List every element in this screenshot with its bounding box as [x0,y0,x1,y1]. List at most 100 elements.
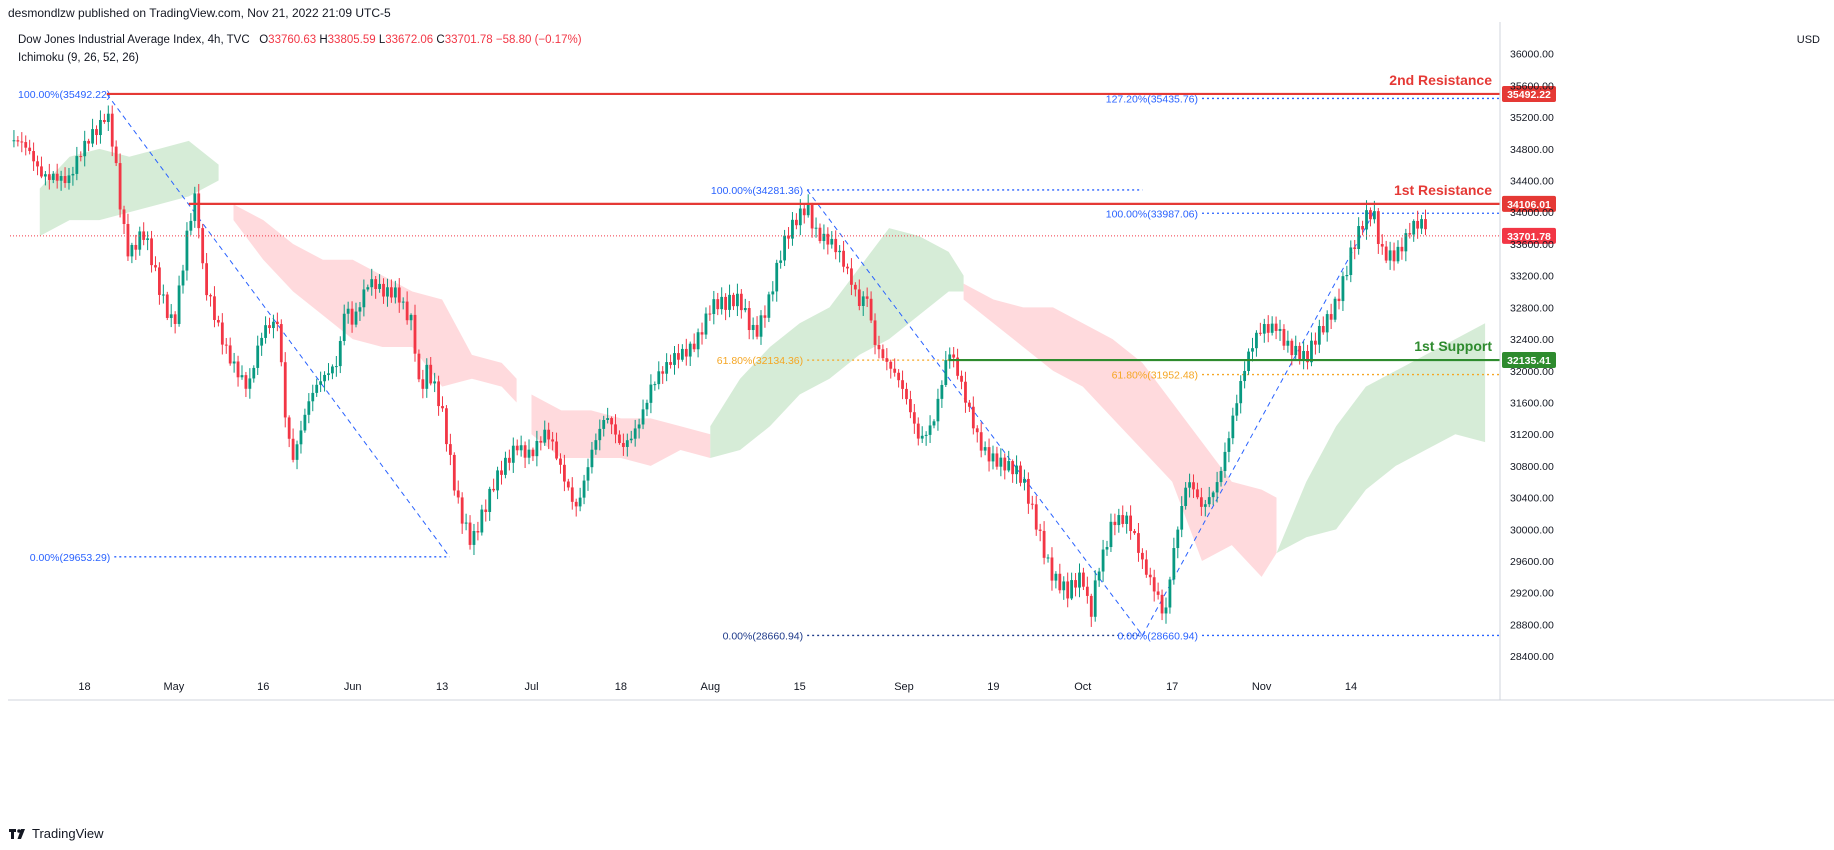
candle-body-129 [515,445,519,451]
price-axis[interactable]: 28400.00 28800.00 29200.00 29600.00 30000.00… [1510,49,1554,663]
y-tick-label-10: 32400.00 [1510,334,1554,346]
candle-body-45 [185,230,189,271]
candle-body-12 [55,173,59,181]
candle-body-264 [1046,557,1050,559]
candle-body-136 [543,429,547,443]
candle-body-3 [20,141,24,143]
candle-body-47 [193,193,197,221]
candle-body-325 [1286,340,1290,346]
candle-body-79 [319,381,323,385]
candle-body-95 [382,283,385,297]
candle-body-265 [1050,557,1054,581]
candle-body-306 [1211,492,1215,498]
candle-body-137 [547,429,551,440]
candle-body-189 [751,324,755,331]
candle-body-318 [1258,332,1262,334]
candle-body-196 [779,260,783,263]
candle-body-57 [232,361,236,364]
candle-body-4 [24,142,28,148]
candle-body-127 [507,457,511,463]
candle-body-331 [1310,340,1313,363]
candle-body-58 [236,361,240,378]
candle-body-204 [810,204,814,229]
candle-body-78 [315,384,319,393]
candle-body-163 [649,384,653,403]
candle-body-91 [366,287,370,290]
candle-body-277 [1097,571,1101,581]
candle-body-245 [971,406,975,429]
candle-body-36 [150,238,153,266]
candle-body-132 [527,449,531,458]
candle-body-71 [287,417,291,439]
y-tick-label-11: 32800.00 [1510,302,1554,314]
candle-body-221 [877,344,881,350]
candle-body-80 [323,374,326,382]
candle-body-106 [425,364,429,389]
candle-body-37 [154,265,157,268]
candle-body-160 [637,424,641,429]
candle-body-82 [331,366,334,374]
candle-body-209 [830,238,834,245]
candle-body-333 [1317,326,1321,345]
candle-body-302 [1196,489,1199,498]
candle-body-250 [991,453,995,462]
fib-label-3: 61.80%(32134.36) [717,355,803,367]
x-tick-label-6: 18 [615,681,627,693]
candle-body-74 [299,430,303,445]
candle-body-149 [594,440,598,450]
candle-body-252 [999,457,1003,467]
candle-body-171 [680,348,684,360]
candle-body-248 [983,447,987,451]
candle-body-21 [91,129,94,144]
time-axis[interactable]: 18 May 16 Jun 13 Jul 18 Aug 15 Sep 19 Oct 17 Nov 14 [78,681,1357,693]
candle-body-237 [940,384,944,399]
candle-body-244 [967,402,971,407]
candle-body-63 [256,345,260,368]
candle-body-214 [850,268,853,285]
candle-body-97 [389,287,393,298]
candle-body-169 [673,353,676,365]
candle-body-56 [228,345,232,364]
candle-body-231 [916,423,920,439]
candle-body-179 [712,299,716,315]
symbol-name[interactable]: Dow Jones Industrial Average Index, 4h, … [18,34,250,46]
candle-body-15 [67,175,71,184]
candle-body-147 [586,467,590,481]
candle-body-152 [606,418,610,420]
candle-body-191 [759,315,763,337]
candle-body-341 [1349,247,1353,276]
candle-body-311 [1231,415,1235,439]
y-tick-label-4: 30000.00 [1510,524,1554,536]
candle-body-175 [696,332,700,350]
x-tick-label-14: 14 [1345,681,1357,693]
candle-body-130 [519,445,523,451]
candle-body-7 [36,161,39,167]
candle-body-83 [334,366,338,368]
candle-body-77 [311,392,315,402]
candle-body-228 [905,388,908,400]
candle-body-334 [1321,326,1325,333]
candle-body-161 [641,409,645,425]
candle-body-360 [1424,219,1427,230]
candle-body-266 [1054,573,1058,581]
candle-body-120 [480,509,484,533]
candle-body-100 [401,301,405,303]
candle-body-290 [1148,574,1152,578]
candle-body-218 [865,296,869,299]
candle-body-46 [189,220,193,231]
candle-body-293 [1160,594,1164,614]
candle-body-142 [566,481,570,488]
indicator-label[interactable]: Ichimoku (9, 26, 52, 26) [18,52,139,64]
candle-body-233 [924,434,928,436]
candle-body-262 [1038,529,1042,531]
level-name-2: 1st Support [1414,338,1492,354]
candle-body-339 [1341,276,1345,302]
candle-body-192 [763,315,767,318]
ichimoku-clouds [39,140,1486,577]
candle-body-40 [165,294,169,318]
candle-body-188 [747,308,751,331]
candle-body-165 [657,371,661,385]
candle-body-26 [110,113,114,147]
candle-body-286 [1133,531,1136,534]
